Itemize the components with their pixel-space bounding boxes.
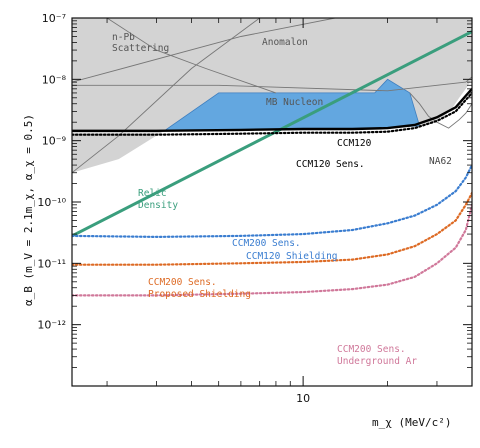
label-na62: NA62 bbox=[429, 156, 452, 167]
label-ccm120-sens: CCM120 Sens. bbox=[296, 159, 365, 170]
series-line-3 bbox=[72, 164, 472, 239]
series-line-5 bbox=[72, 203, 472, 297]
series-line-1 bbox=[72, 88, 472, 133]
na62-boundary bbox=[409, 92, 472, 129]
y-tick-label: 10⁻⁷ bbox=[42, 12, 66, 25]
x-tick-label: 10 bbox=[296, 392, 310, 405]
anomalon-boundary bbox=[72, 18, 336, 83]
mb-nucleon-boundary bbox=[72, 76, 472, 92]
plot-areas bbox=[72, 18, 472, 174]
label-ccm120: CCM120 bbox=[337, 138, 372, 149]
label-ccm200-c2: Underground Ar bbox=[337, 356, 417, 367]
y-tick-label: 10⁻⁸ bbox=[42, 73, 67, 86]
label-relic-2: Density bbox=[138, 200, 178, 211]
label-npb-2: Scattering bbox=[112, 43, 169, 54]
x-axis-title: m_χ (MeV/c²) bbox=[372, 416, 451, 429]
y-tick-label: 10⁻⁹ bbox=[42, 135, 66, 148]
label-relic-1: Relic bbox=[138, 188, 167, 199]
y-axis-title: α_B (m_V = 2.1m_χ, α_χ = 0.5) bbox=[22, 114, 35, 306]
label-ccm200-a2: CCM120 Shielding bbox=[246, 251, 338, 262]
series-line-2 bbox=[72, 91, 472, 136]
y-tick-label: 10⁻¹² bbox=[37, 319, 66, 332]
axis-ticks: 10⁻¹² 10⁻¹¹ 10⁻¹⁰ 10⁻⁹ 10⁻⁸ 10⁻⁷ 10 bbox=[37, 12, 473, 405]
npb-boundary bbox=[72, 18, 260, 174]
label-ccm200-b2: Proposed Shielding bbox=[148, 289, 251, 300]
label-mb-nucleon: MB Nucleon bbox=[266, 97, 323, 108]
y-tick-label: 10⁻¹¹ bbox=[37, 257, 66, 270]
y-tick-label: 10⁻¹⁰ bbox=[37, 196, 66, 209]
plot-lines bbox=[72, 30, 472, 297]
label-anomalon: Anomalon bbox=[262, 37, 308, 48]
label-ccm200-c1: CCM200 Sens. bbox=[337, 344, 406, 355]
label-ccm200-a1: CCM200 Sens. bbox=[232, 238, 301, 249]
series-line-4 bbox=[72, 191, 472, 266]
label-npb-1: n-Pb bbox=[112, 32, 135, 43]
npb-upper-boundary bbox=[106, 18, 277, 94]
label-ccm200-b1: CCM200 Sens. bbox=[148, 277, 217, 288]
